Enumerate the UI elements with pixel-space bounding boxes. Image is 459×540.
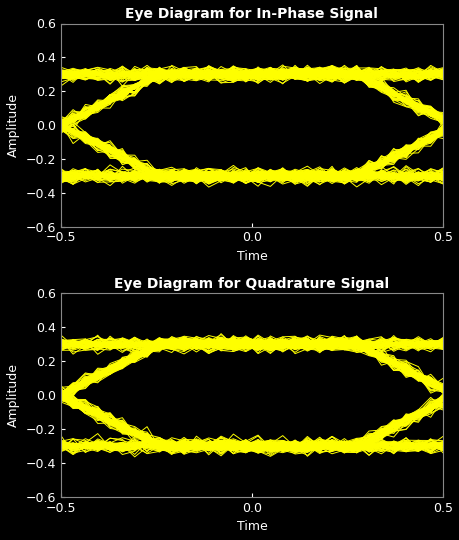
Y-axis label: Amplitude: Amplitude [7,363,20,427]
Y-axis label: Amplitude: Amplitude [7,93,20,157]
X-axis label: Time: Time [236,250,267,263]
Title: Eye Diagram for Quadrature Signal: Eye Diagram for Quadrature Signal [114,277,389,291]
Title: Eye Diagram for In-Phase Signal: Eye Diagram for In-Phase Signal [125,7,377,21]
X-axis label: Time: Time [236,520,267,533]
